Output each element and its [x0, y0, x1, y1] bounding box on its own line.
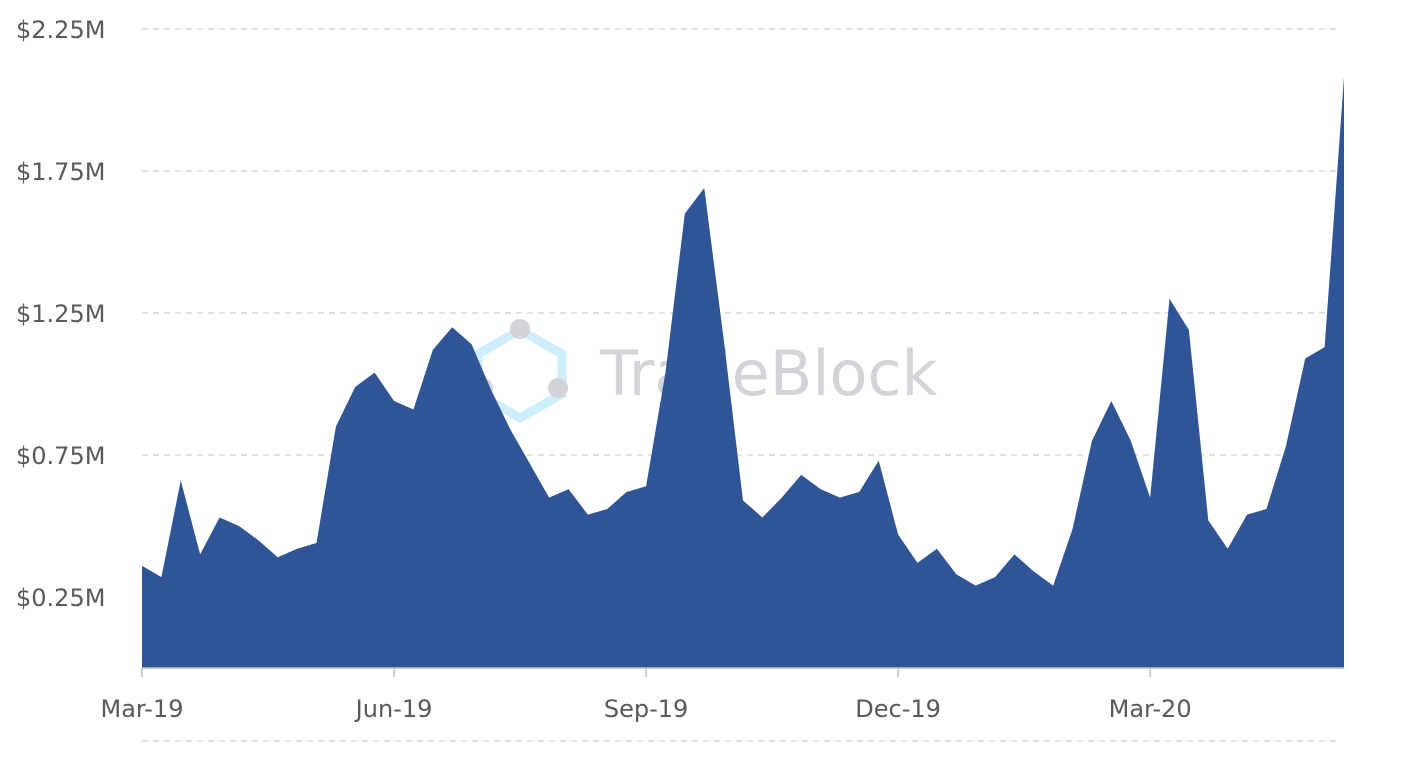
- x-tick-label: Mar-19: [101, 695, 184, 723]
- axes: Mar-19 Jun-19 Sep-19 Dec-19 Mar-20: [101, 667, 1344, 723]
- y-tick-label: $0.25M: [16, 584, 105, 612]
- watermark-text: TradeBlock: [599, 337, 938, 410]
- x-tick-label: Jun-19: [354, 695, 433, 723]
- x-tick-label: Sep-19: [604, 695, 688, 723]
- y-tick-label: $1.25M: [16, 300, 105, 328]
- x-tick-label: Mar-20: [1109, 695, 1192, 723]
- gridlines: $0.25M $0.75M $1.25M $1.75M $2.25M: [16, 16, 1340, 742]
- y-tick-label: $2.25M: [16, 16, 105, 44]
- x-tick-label: Dec-19: [855, 695, 941, 723]
- y-tick-label: $1.75M: [16, 158, 105, 186]
- y-tick-label: $0.75M: [16, 442, 105, 470]
- series-area: [142, 77, 1344, 668]
